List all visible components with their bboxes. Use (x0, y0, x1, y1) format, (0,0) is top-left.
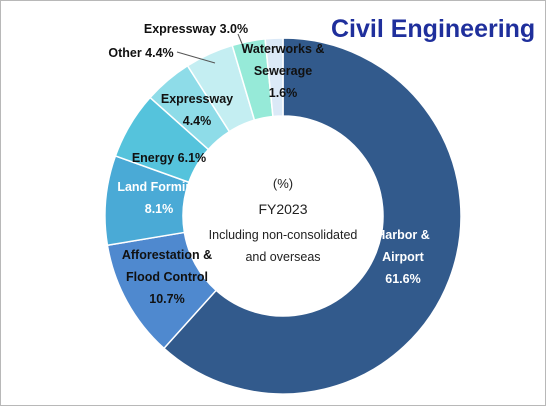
slice-label-2-0: Land Forming (117, 180, 200, 194)
slices-group (104, 37, 462, 395)
slice-label-1-0: Afforestation & (122, 248, 212, 262)
slice-7 (264, 37, 284, 118)
labels-group: Harbor & Airport 61.6% Afforestation & Flood… (108, 22, 429, 306)
slice-label-7-0: Waterworks & (242, 42, 325, 56)
slice-label-6-0: Expressway 3.0% (144, 22, 248, 36)
slice-label-4-1: 4.4% (183, 114, 212, 128)
slice-label-2-1: 8.1% (145, 202, 174, 216)
slice-label-0-0: Harbor & (376, 228, 429, 242)
leader-lines-group (176, 33, 246, 64)
slice-label-0-1: Airport (382, 250, 425, 264)
slice-label-5-0: Other 4.4% (108, 46, 173, 60)
center-year: FY2023 (258, 201, 307, 217)
center-unit: (%) (273, 176, 293, 191)
chart-title: Civil Engineering (331, 15, 536, 43)
slice-0 (162, 37, 462, 395)
slice-label-0-2: 61.6% (385, 272, 420, 286)
slice-label-1-1: Flood Control (126, 270, 208, 284)
center-note-line2: and overseas (245, 250, 320, 264)
slice-label-1-2: 10.7% (149, 292, 184, 306)
slice-label-7-2: 1.6% (269, 86, 298, 100)
slice-label-7-1: Sewerage (254, 64, 312, 78)
donut-hole (183, 116, 383, 316)
center-text-group: (%) FY2023 Including non-consolidated an… (209, 176, 358, 264)
slice-label-4-0: Expressway (161, 92, 233, 106)
leader-line-6 (237, 33, 246, 52)
slice-label-3-0: Energy 6.1% (132, 151, 206, 165)
leader-line-5 (176, 51, 216, 64)
center-note-line1: Including non-consolidated (209, 228, 358, 242)
